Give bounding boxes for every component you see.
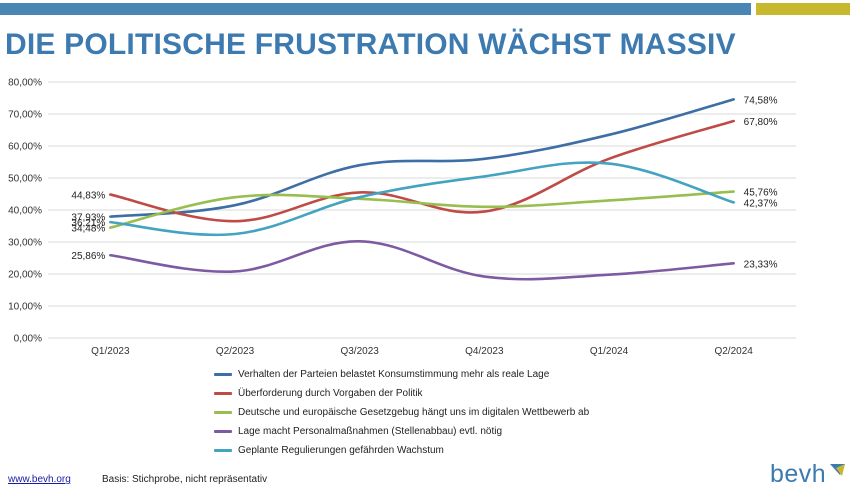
data-label: 36,21% — [71, 218, 105, 229]
y-tick-label: 20,00% — [8, 270, 42, 281]
sample-note: Basis: Stichprobe, nicht repräsentativ — [102, 474, 268, 485]
data-label: 67,80% — [744, 117, 778, 128]
legend-label: Überforderung durch Vorgaben der Politik — [238, 388, 423, 400]
website-link[interactable]: www.bevh.org — [8, 474, 71, 485]
legend-swatch — [214, 373, 232, 377]
y-tick-label: 80,00% — [8, 78, 42, 89]
legend-swatch — [214, 411, 232, 415]
page-title: DIE POLITISCHE FRUSTRATION WÄCHST MASSIV — [5, 28, 736, 61]
x-tick-label: Q3/2023 — [340, 346, 379, 357]
x-tick-label: Q1/2024 — [590, 346, 629, 357]
series-line-1 — [109, 98, 735, 218]
series-line-4 — [109, 240, 735, 281]
line-chart: 0,00% 10,00% 20,00% 30,00% 40,00% 50,00% 60,00… — [8, 78, 796, 357]
y-tick-label: 70,00% — [8, 110, 42, 121]
data-label: 45,76% — [744, 188, 778, 199]
y-tick-label: 10,00% — [8, 302, 42, 313]
chart-legend: Verhalten der Parteien belastet Konsumst… — [214, 365, 589, 460]
x-tick-label: Q4/2023 — [465, 346, 504, 357]
legend-item: Lage macht Personalmaßnahmen (Stellenabb… — [214, 422, 589, 441]
data-label: 34,48% — [71, 224, 105, 235]
data-label: 25,86% — [71, 251, 105, 262]
y-tick-label: 60,00% — [8, 142, 42, 153]
legend-label: Deutsche und europäische Gesetzgebug hän… — [238, 407, 590, 419]
legend-swatch — [214, 449, 232, 453]
series-line-3 — [109, 190, 735, 229]
y-tick-label: 30,00% — [8, 238, 42, 249]
legend-swatch — [214, 430, 232, 434]
y-tick-label: 50,00% — [8, 174, 42, 185]
header-bar-blue — [0, 3, 751, 15]
legend-item: Überforderung durch Vorgaben der Politik — [214, 384, 589, 403]
x-tick-label: Q1/2023 — [91, 346, 130, 357]
legend-item: Verhalten der Parteien belastet Konsumst… — [214, 365, 589, 384]
y-tick-label: 0,00% — [14, 334, 42, 345]
data-label: 23,33% — [744, 259, 778, 270]
bevh-logo: bevh — [770, 460, 827, 488]
data-label: 74,58% — [744, 95, 778, 106]
legend-item: Geplante Regulierungen gefährden Wachstu… — [214, 441, 589, 460]
legend-label: Verhalten der Parteien belastet Konsumst… — [238, 369, 550, 381]
bevh-logo-mark-icon — [830, 464, 845, 476]
data-label: 37,93% — [71, 213, 105, 224]
legend-swatch — [214, 392, 232, 396]
legend-label: Geplante Regulierungen gefährden Wachstu… — [238, 445, 444, 457]
data-label: 44,83% — [71, 191, 105, 202]
x-tick-label: Q2/2024 — [714, 346, 753, 357]
legend-label: Lage macht Personalmaßnahmen (Stellenabb… — [238, 426, 503, 438]
legend-item: Deutsche und europäische Gesetzgebug hän… — [214, 403, 589, 422]
y-tick-label: 40,00% — [8, 206, 42, 217]
series-line-2 — [109, 119, 735, 223]
x-tick-label: Q2/2023 — [216, 346, 255, 357]
data-label: 42,37% — [744, 198, 778, 209]
header-bar-olive — [756, 3, 850, 15]
series-line-5 — [109, 161, 735, 237]
